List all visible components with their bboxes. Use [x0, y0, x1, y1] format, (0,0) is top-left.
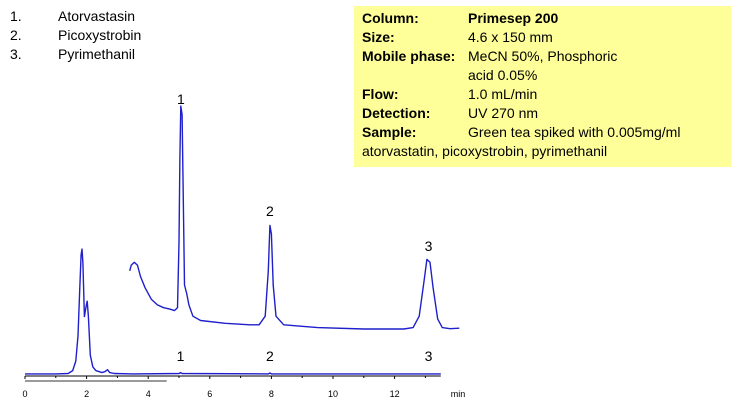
condition-label: Sample:: [362, 124, 417, 140]
condition-value: MeCN 50%, Phosphoric: [468, 48, 618, 64]
x-tick-label: 10: [328, 389, 338, 399]
condition-label: Column:: [362, 10, 419, 26]
condition-label: Mobile phase:: [362, 48, 456, 64]
x-tick-label: 8: [269, 389, 274, 399]
x-tick-label: 2: [84, 389, 89, 399]
peak-label: 2: [266, 348, 274, 364]
chromatogram-trace-blank: [25, 248, 441, 375]
condition-value: UV 270 nm: [468, 105, 539, 121]
legend-number: 2.: [10, 27, 22, 43]
axis-shadow-bar: [25, 380, 167, 382]
condition-size: Size: 4.6 x 150 mm: [362, 28, 731, 47]
condition-value: Green tea spiked with 0.005mg/ml: [468, 124, 681, 140]
conditions-panel: Column: Primesep 200 Size: 4.6 x 150 mm …: [354, 6, 731, 167]
condition-column: Column: Primesep 200: [362, 9, 731, 28]
condition-label: Detection:: [362, 105, 431, 121]
chromatogram-traces: [25, 105, 460, 375]
peak-label: 1: [177, 91, 185, 107]
x-tick-label: 4: [146, 389, 151, 399]
condition-flow: Flow: 1.0 mL/min: [362, 85, 731, 104]
x-axis: 0 2 4 6 8 10 12 min: [22, 375, 466, 399]
sample-continuation: atorvastatin, picoxystrobin, pyrimethani…: [362, 143, 608, 159]
legend-compound: Atorvastasin: [58, 8, 136, 24]
legend-number: 3.: [10, 46, 22, 62]
x-tick-label: 12: [390, 389, 400, 399]
peak-label: 3: [425, 238, 433, 254]
chromatogram-trace-spiked: [129, 105, 460, 330]
peak-label: 2: [266, 203, 274, 219]
condition-detection: Detection: UV 270 nm: [362, 104, 731, 123]
peak-labels: 1 2 3 1 2 3: [177, 91, 433, 364]
condition-value: Primesep 200: [468, 10, 559, 26]
condition-value: 1.0 mL/min: [468, 86, 538, 102]
legend-number: 1.: [10, 8, 22, 24]
legend-compound: Pyrimethanil: [58, 46, 136, 62]
condition-sample: Sample: Green tea spiked with 0.005mg/ml: [362, 123, 731, 142]
peak-label: 3: [425, 348, 433, 364]
peak-label: 1: [177, 348, 185, 364]
condition-label: Flow:: [362, 86, 399, 102]
x-axis-unit: min: [451, 389, 466, 399]
condition-value: acid 0.05%: [468, 67, 538, 83]
condition-mobile-phase-cont: acid 0.05%: [362, 66, 731, 85]
condition-label: Size:: [362, 29, 395, 45]
condition-value: 4.6 x 150 mm: [468, 29, 553, 45]
x-tick-label: 0: [22, 389, 27, 399]
legend-compound: Picoxystrobin: [58, 27, 142, 43]
condition-mobile-phase: Mobile phase: MeCN 50%, Phosphoric: [362, 47, 731, 66]
x-tick-label: 6: [207, 389, 212, 399]
